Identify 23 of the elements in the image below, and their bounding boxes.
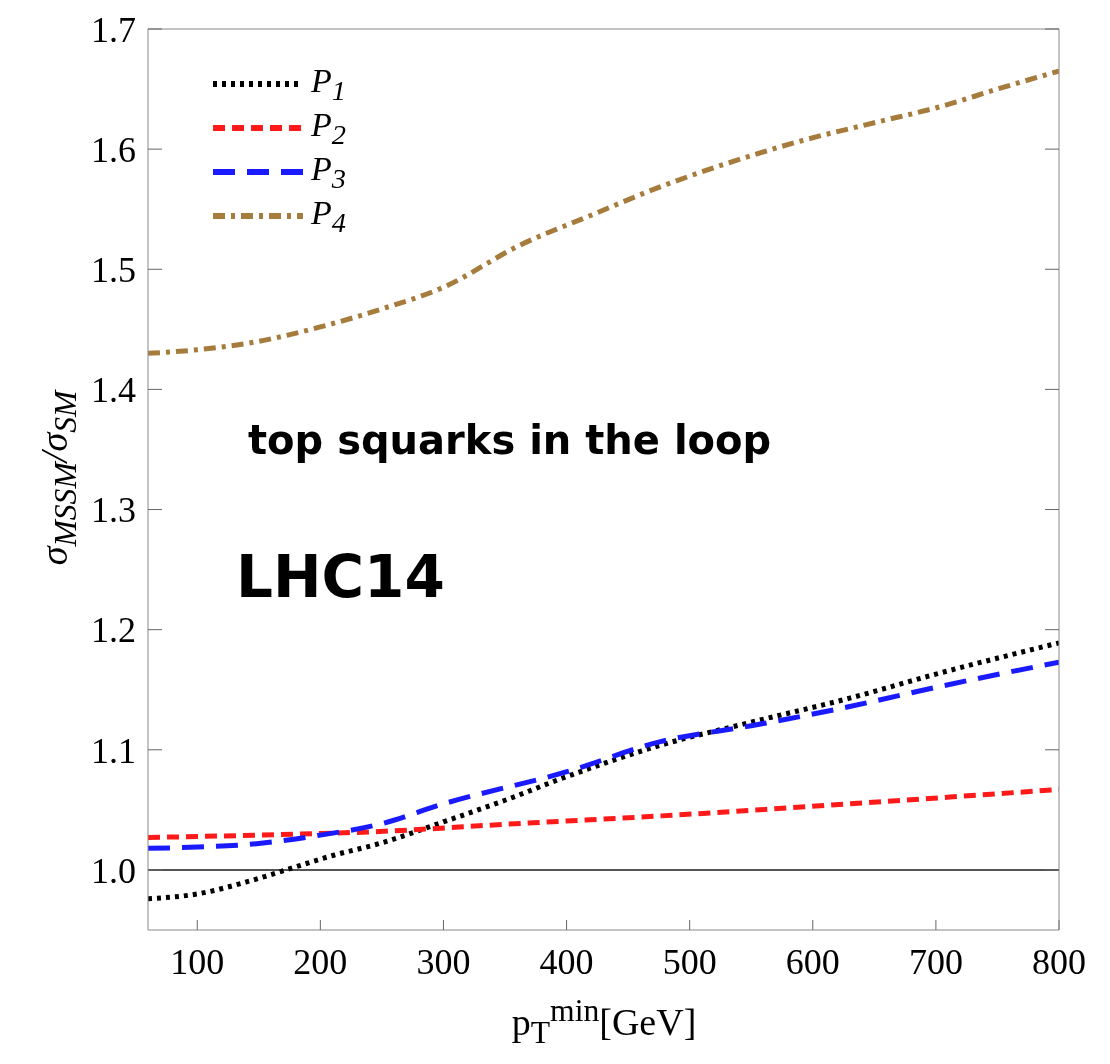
y-tick-label: 1.6	[91, 129, 136, 170]
legend-label: P$_{1}$	[311, 61, 346, 107]
x-tick-label: 200	[293, 941, 348, 982]
annotation: top squarks in the loop	[248, 417, 772, 463]
x-tick-label: 300	[416, 941, 471, 982]
x-tick-label: 500	[662, 941, 717, 982]
y-tick-label: 1.4	[91, 370, 136, 411]
y-tick-label: 1.5	[91, 250, 136, 291]
y-tick-label: 1.1	[91, 730, 136, 771]
x-tick-label: 600	[785, 941, 840, 982]
x-tick-label: 400	[539, 941, 594, 982]
legend-label: P$_{4}$	[311, 193, 346, 239]
x-tick-label: 800	[1032, 941, 1086, 982]
legend-label: P$_{2}$	[311, 105, 346, 151]
y-tick-label: 1.3	[91, 490, 136, 531]
annotation: LHC14	[236, 543, 445, 611]
y-tick-label: 1.7	[91, 9, 136, 50]
y-tick-label: 1.0	[91, 850, 136, 891]
x-tick-label: 700	[908, 941, 963, 982]
x-axis-title: p$_{T}$$^{min}$[GeV]	[510, 993, 698, 1052]
legend-label: P$_{3}$	[311, 149, 346, 195]
y-tick-label: 1.2	[91, 610, 136, 651]
x-tick-label: 100	[170, 941, 225, 982]
